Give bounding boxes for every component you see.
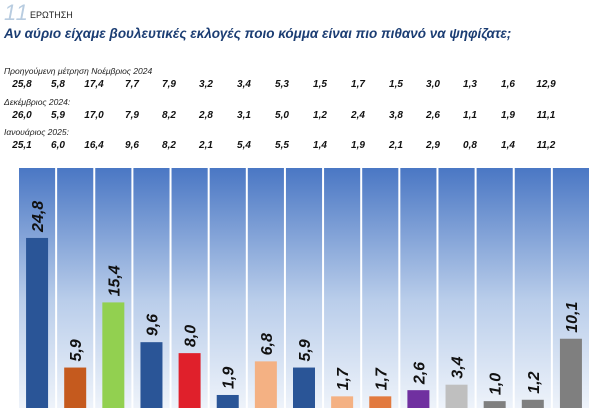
measurement-value: 3,1 [237, 110, 251, 121]
question-text: Αν αύριο είχαμε βουλευτικές εκλογές ποιο… [4, 26, 512, 41]
measurement-value: 9,6 [125, 140, 139, 151]
bar-value-label: 1,7 [373, 367, 390, 390]
measurement-value: 2,9 [426, 140, 440, 151]
bar [445, 384, 468, 408]
bar [559, 338, 582, 408]
measurement-value: 1,2 [313, 110, 327, 121]
measurement-value: 5,5 [275, 140, 289, 151]
measurement-value: 25,1 [12, 140, 32, 151]
bar-value-label: 24,8 [30, 201, 47, 233]
measurement-value: 5,3 [275, 79, 289, 90]
bar [102, 302, 125, 408]
measurement-value: 8,2 [162, 110, 176, 121]
measurement-value: 1,6 [501, 79, 515, 90]
column-background [514, 168, 551, 408]
measurement-value: 8,2 [162, 140, 176, 151]
bar [216, 394, 239, 408]
measurement-value: 25,8 [12, 79, 32, 90]
measurement-value: 7,9 [162, 79, 176, 90]
measurement-value: 5,4 [237, 140, 251, 151]
bar [140, 342, 163, 408]
measurement-value: 1,5 [313, 79, 327, 90]
bar-value-label: 1,9 [221, 367, 238, 389]
measurement-value: 26,0 [12, 110, 32, 121]
bar-value-label: 9,6 [144, 314, 161, 336]
measurement-value: 1,1 [463, 110, 477, 121]
measurement-value: 12,9 [536, 79, 556, 90]
measurement-value: 2,8 [199, 110, 213, 121]
measurement-value: 3,2 [199, 79, 213, 90]
bar-value-label: 8,0 [183, 325, 200, 347]
measurement-value: 1,7 [351, 79, 365, 90]
measurement-value: 1,4 [501, 140, 515, 151]
bar [26, 237, 49, 408]
column-background [438, 168, 475, 408]
measurement-value: 5,8 [51, 79, 65, 90]
bar [293, 367, 315, 408]
bar-value-label: 10,1 [564, 302, 581, 333]
bar [407, 390, 430, 408]
measurement-value: 1,9 [351, 140, 365, 151]
measurement-value: 2,6 [426, 110, 440, 121]
measurement-value: 7,9 [125, 110, 139, 121]
measurement-value: 11,2 [536, 140, 556, 151]
measurement-value: 5,0 [275, 110, 289, 121]
measurement-value: 7,7 [125, 79, 139, 90]
measurement-label: Ιανουάριος 2025: [4, 127, 69, 137]
column-background [476, 168, 513, 408]
measurement-value: 17,4 [84, 79, 104, 90]
measurement-value: 3,8 [389, 110, 403, 121]
column-background [324, 168, 361, 408]
measurement-value: 16,4 [84, 140, 104, 151]
measurement-value: 3,0 [426, 79, 440, 90]
measurement-label: Προηγούμενη μέτρηση Νοέμβριος 2024 [4, 66, 153, 76]
bar-value-label: 1,7 [335, 367, 352, 390]
bar-value-label: 5,9 [297, 339, 314, 361]
measurement-value: 2,1 [199, 140, 213, 151]
bar [369, 396, 392, 408]
bar [254, 361, 277, 408]
bar-value-label: 15,4 [106, 265, 123, 296]
bar [483, 401, 506, 408]
bar-value-label: 3,4 [450, 356, 467, 378]
bar [178, 353, 201, 408]
measurement-value: 2,4 [351, 110, 365, 121]
measurement-value: 11,1 [536, 110, 556, 121]
bar-value-label: 2,6 [411, 362, 428, 385]
bar [331, 396, 354, 408]
bar [521, 399, 544, 408]
measurement-value: 17,0 [84, 110, 104, 121]
measurement-value: 1,3 [463, 79, 477, 90]
measurement-label: Δεκέμβριος 2024: [4, 97, 71, 107]
column-background [209, 168, 246, 408]
measurement-value: 2,1 [389, 140, 403, 151]
vote-intention-bar-chart: 24,8 5,9 15,4 9,6 8,0 1,9 6,8 5,9 1,7 1,7 2,6 3,4 1,… [19, 168, 589, 408]
bar-value-label: 6,8 [259, 333, 276, 355]
measurement-value: 1,5 [389, 79, 403, 90]
bar [64, 367, 87, 408]
column-background [400, 168, 437, 408]
bar-value-label: 1,0 [488, 373, 505, 395]
measurement-value: 0,8 [463, 140, 477, 151]
question-label: ΕΡΩΤΗΣΗ [30, 10, 73, 20]
measurement-value: 1,9 [501, 110, 515, 121]
measurement-value: 5,9 [51, 110, 65, 121]
column-background [362, 168, 399, 408]
measurement-value: 3,4 [237, 79, 251, 90]
bar-value-label: 5,9 [68, 339, 85, 361]
bar-value-label: 1,2 [526, 371, 543, 393]
question-number: 11 [4, 0, 29, 25]
measurement-value: 6,0 [51, 140, 65, 151]
measurement-value: 1,4 [313, 140, 327, 151]
